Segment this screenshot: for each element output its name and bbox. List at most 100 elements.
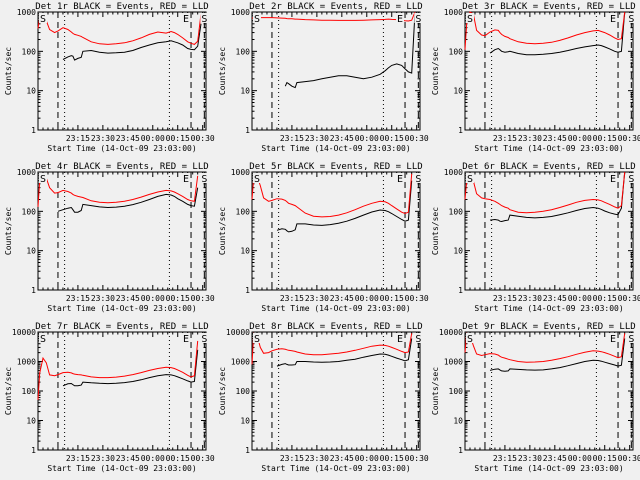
- chart-panel-5: Det 5r BLACK = Events, RED = LLD 1 10 100 10…: [218, 162, 429, 313]
- marker-E: E: [182, 13, 191, 25]
- x-tick-label: 00:00: [355, 454, 379, 463]
- y-tick-label: 1: [458, 286, 463, 295]
- x-tick-label: 00:30: [191, 134, 215, 143]
- x-axis-label: Start Time (14-Oct-09 23:03:00): [47, 144, 196, 153]
- marker-S-label: S: [40, 334, 46, 345]
- series-events-line: [57, 187, 199, 213]
- x-tick-label: 00:00: [568, 454, 592, 463]
- x-tick-label: 00:15: [593, 134, 617, 143]
- x-tick-label: 00:30: [405, 454, 429, 463]
- marker-S: S: [253, 173, 261, 185]
- series-lld-line: [464, 171, 626, 214]
- y-tick-label: 100: [22, 387, 37, 396]
- y-tick-label: 10: [240, 247, 250, 256]
- x-tick-label: 00:00: [355, 294, 379, 303]
- marker-S-bg: [253, 13, 261, 23]
- x-tick-label: 00:00: [355, 134, 379, 143]
- x-tick-label: 00:30: [618, 454, 640, 463]
- x-axis-label: Start Time (14-Oct-09 23:03:00): [261, 464, 410, 473]
- marker-S: S: [253, 333, 261, 345]
- y-tick-label: 10000: [439, 328, 463, 337]
- x-tick-label: 00:00: [568, 134, 592, 143]
- y-tick-label: 1000: [444, 358, 463, 367]
- marker-S-end: S: [627, 173, 637, 185]
- x-tick-label: 00:00: [568, 294, 592, 303]
- chart-title: Det 2r BLACK = Events, RED = LLD: [249, 2, 422, 12]
- x-tick-label: 23:30: [91, 454, 115, 463]
- series-lld-line: [37, 172, 199, 207]
- marker-E-bg: [609, 333, 618, 343]
- marker-S-end-bg: [200, 173, 210, 183]
- marker-S-end-label: S: [415, 334, 421, 345]
- marker-S-end: S: [627, 333, 637, 345]
- marker-E-label: E: [397, 334, 403, 345]
- series-events-line: [284, 11, 416, 89]
- marker-S-end-bg: [414, 13, 424, 23]
- x-tick-label: 23:15: [493, 454, 517, 463]
- x-tick-label: 00:15: [593, 294, 617, 303]
- marker-E-label: E: [183, 334, 189, 345]
- marker-S-label: S: [254, 174, 260, 185]
- y-axis-label: Counts/sec: [4, 207, 13, 255]
- series-lld-line: [37, 13, 202, 45]
- x-tick-label: 23:15: [280, 454, 304, 463]
- marker-E: E: [396, 333, 405, 345]
- marker-E-bg: [609, 13, 618, 23]
- marker-E: E: [396, 173, 405, 185]
- x-tick-label: 23:15: [280, 294, 304, 303]
- x-tick-label: 00:00: [141, 454, 165, 463]
- marker-S-end-bg: [200, 333, 210, 343]
- chart-panel-6: Det 6r BLACK = Events, RED = LLD 1 10 100 10…: [431, 162, 640, 313]
- series-events-line: [276, 338, 413, 367]
- x-tick-label: 00:15: [166, 134, 190, 143]
- chart-panel-8: Det 8r BLACK = Events, RED = LLD 1 10 100 10…: [218, 322, 429, 473]
- chart-panel-7: Det 7r BLACK = Events, RED = LLD 1 10 100 10…: [4, 322, 215, 473]
- plot-frame: [37, 171, 207, 291]
- marker-S: S: [466, 13, 474, 25]
- x-tick-label: 23:30: [91, 134, 115, 143]
- y-tick-label: 1000: [17, 358, 36, 367]
- y-tick-label: 100: [449, 387, 464, 396]
- y-tick-label: 100: [236, 47, 251, 56]
- x-tick-label: 00:30: [405, 134, 429, 143]
- x-axis-label: Start Time (14-Oct-09 23:03:00): [261, 304, 410, 313]
- x-axis-label: Start Time (14-Oct-09 23:03:00): [261, 144, 410, 153]
- y-tick-label: 1: [458, 126, 463, 135]
- marker-S-end: S: [414, 173, 424, 185]
- marker-S-end-label: S: [415, 174, 421, 185]
- chart-title: Det 8r BLACK = Events, RED = LLD: [249, 322, 422, 332]
- marker-S-bg: [466, 173, 474, 183]
- y-tick-label: 1: [245, 446, 250, 455]
- x-tick-label: 00:00: [141, 134, 165, 143]
- marker-S-end-bg: [627, 13, 637, 23]
- marker-S-label: S: [40, 14, 46, 25]
- marker-S-bg: [466, 333, 474, 343]
- marker-S-label: S: [467, 334, 473, 345]
- marker-S-bg: [39, 173, 47, 183]
- y-tick-label: 10: [453, 417, 463, 426]
- marker-S: S: [466, 333, 474, 345]
- marker-S: S: [253, 13, 261, 25]
- marker-E-bg: [182, 13, 191, 23]
- y-tick-label: 100: [22, 207, 37, 216]
- y-tick-label: 1: [245, 126, 250, 135]
- marker-E-label: E: [183, 14, 189, 25]
- x-tick-label: 23:15: [280, 134, 304, 143]
- y-tick-label: 100: [22, 47, 37, 56]
- marker-S: S: [466, 173, 474, 185]
- x-tick-label: 23:30: [91, 294, 115, 303]
- y-tick-label: 10: [240, 417, 250, 426]
- y-tick-label: 10: [26, 417, 36, 426]
- plot-frame: [251, 11, 421, 131]
- y-tick-label: 1000: [231, 358, 250, 367]
- marker-E-bg: [182, 173, 191, 183]
- chart-title: Det 3r BLACK = Events, RED = LLD: [462, 2, 635, 12]
- y-axis-label: Counts/sec: [218, 367, 227, 415]
- marker-E: E: [609, 173, 618, 185]
- x-axis-label: Start Time (14-Oct-09 23:03:00): [47, 304, 196, 313]
- y-axis-label: Counts/sec: [218, 47, 227, 95]
- y-tick-label: 1000: [231, 168, 250, 177]
- x-tick-label: 23:45: [543, 454, 567, 463]
- x-tick-label: 00:15: [166, 454, 190, 463]
- x-tick-label: 23:45: [543, 134, 567, 143]
